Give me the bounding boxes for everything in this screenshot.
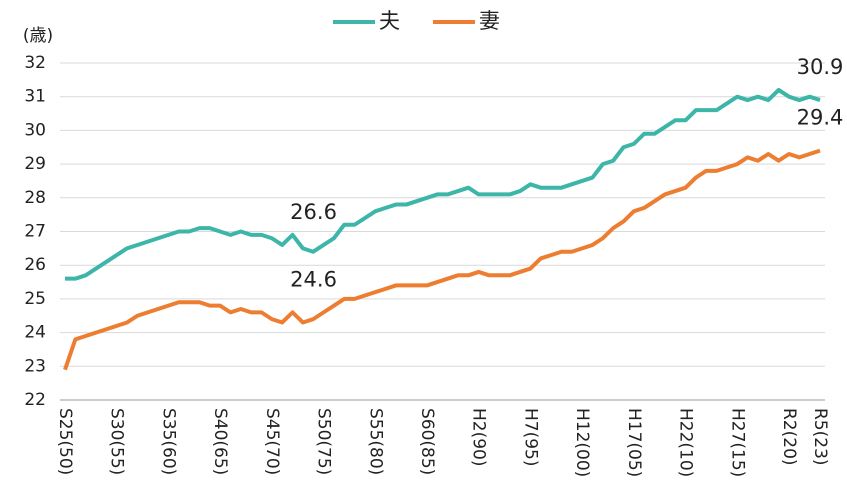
y-tick-label: 22 <box>24 390 46 410</box>
x-tick-label: H12(00) <box>572 408 592 477</box>
x-tick-label: R5(23) <box>810 408 830 466</box>
y-tick-label: 32 <box>24 53 46 73</box>
series-line <box>63 148 821 371</box>
x-tick-label: R2(20) <box>779 408 799 466</box>
y-axis-label: (歳) <box>23 26 53 46</box>
y-tick-label: 25 <box>24 289 46 309</box>
x-tick-label: S50(75) <box>314 408 334 475</box>
data-label: 24.6 <box>290 267 337 291</box>
x-tick-label: H2(90) <box>469 408 489 467</box>
data-label: 29.4 <box>797 106 844 130</box>
legend-label: 夫 <box>379 9 400 33</box>
x-tick-label: H17(05) <box>624 408 644 477</box>
series-line <box>65 87 821 281</box>
data-label: 26.6 <box>290 200 337 224</box>
y-tick-label: 27 <box>24 222 46 242</box>
y-tick-label: 29 <box>24 154 46 174</box>
legend-label: 妻 <box>479 9 500 33</box>
y-tick-label: 26 <box>24 255 46 275</box>
x-tick-label: S55(80) <box>365 408 385 475</box>
x-tick-label: S35(60) <box>158 408 178 475</box>
y-tick-label: 30 <box>24 120 46 140</box>
x-tick-label: H7(95) <box>520 408 540 467</box>
x-tick-label: S45(70) <box>262 408 282 475</box>
data-label: 30.9 <box>797 55 844 79</box>
x-tick-label: H22(10) <box>676 408 696 477</box>
y-tick-label: 23 <box>24 356 46 376</box>
y-tick-label: 24 <box>24 323 46 343</box>
y-tick-label: 28 <box>24 188 46 208</box>
x-tick-label: S30(55) <box>107 408 127 475</box>
x-tick-label: S40(65) <box>210 408 230 475</box>
x-tick-label: H27(15) <box>727 408 747 477</box>
x-tick-label: S25(50) <box>55 408 75 475</box>
y-tick-label: 31 <box>24 87 46 107</box>
x-tick-label: S60(85) <box>417 408 437 475</box>
